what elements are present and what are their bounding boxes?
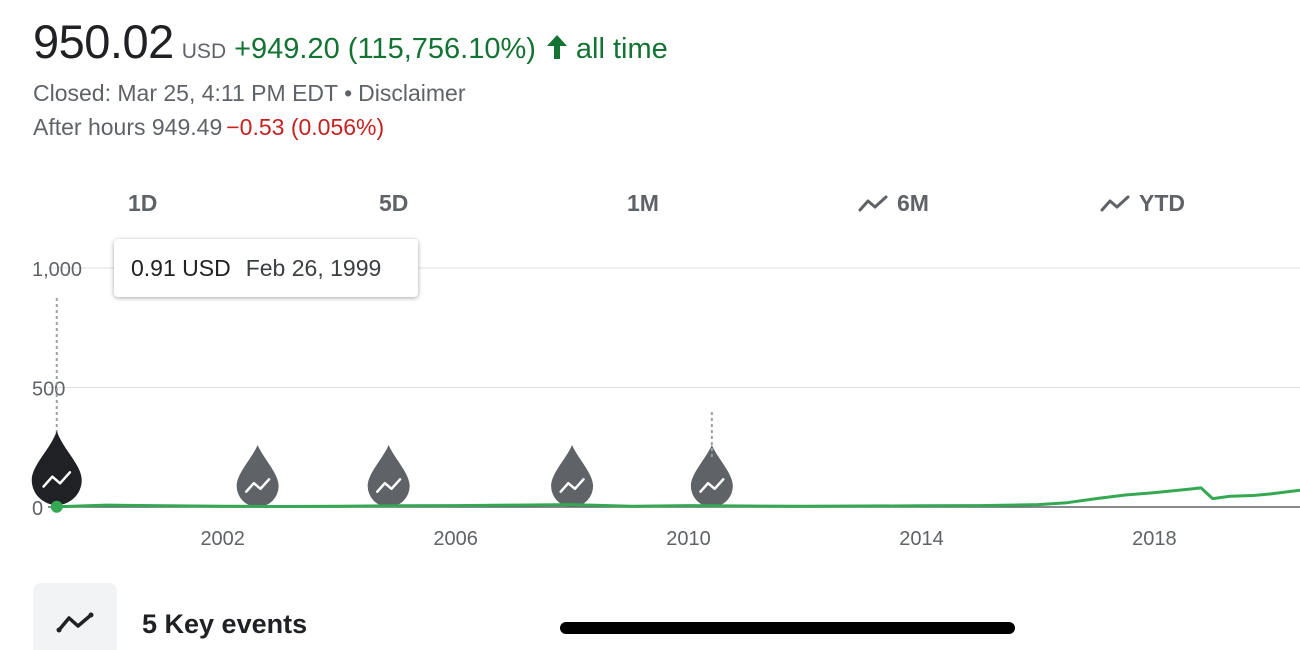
trend-icon xyxy=(376,478,402,493)
market-status: Closed: Mar 25, 4:11 PM EDT • Disclaimer xyxy=(33,80,465,107)
separator-dot: • xyxy=(344,80,353,106)
chart-tooltip: 0.91 USD Feb 26, 1999 xyxy=(114,239,418,297)
range-tab-5d[interactable]: 5D xyxy=(379,190,408,217)
price-change: +949.20 (115,756.10%) xyxy=(234,33,536,65)
trend-icon xyxy=(244,478,271,493)
range-tab-1m[interactable]: 1M xyxy=(627,190,659,217)
after-hours: After hours 949.49 −0.53 (0.056%) xyxy=(33,114,384,141)
y-tick-label: 500 xyxy=(32,379,65,401)
x-tick-label: 2014 xyxy=(899,528,944,550)
range-tab-label: 5D xyxy=(379,190,409,216)
event-marker xyxy=(367,445,410,507)
x-tick-label: 2002 xyxy=(200,528,245,550)
price-header: 950.02 USD +949.20 (115,756.10%) all tim… xyxy=(33,14,668,69)
range-tab-label: YTD xyxy=(1139,190,1185,216)
key-events-label[interactable]: 5 Key events xyxy=(142,609,308,639)
x-tick-label: 2006 xyxy=(433,528,478,550)
trend-icon xyxy=(699,478,725,493)
y-tick-label: 1,000 xyxy=(32,259,82,281)
event-marker xyxy=(31,431,82,505)
x-tick-label: 2018 xyxy=(1132,528,1177,550)
home-indicator[interactable] xyxy=(560,622,1015,634)
current-price: 950.02 xyxy=(33,15,174,68)
range-tab-6m[interactable]: 6M xyxy=(857,190,929,217)
selected-point xyxy=(50,500,63,513)
event-marker xyxy=(551,445,594,507)
range-tab-label: 1M xyxy=(627,190,659,216)
trend-icon xyxy=(559,478,585,493)
price-series-line xyxy=(56,486,1300,509)
period-label: all time xyxy=(575,33,668,65)
trend-icon xyxy=(1100,195,1130,211)
tooltip-date: Feb 26, 1999 xyxy=(245,254,382,281)
range-tab-1d[interactable]: 1D xyxy=(128,190,157,217)
price-chart[interactable]: 0 500 1,000 2002 2006 2010 2014 2018 xyxy=(0,230,1300,560)
y-tick-label: 0 xyxy=(32,498,43,520)
arrow-up-icon xyxy=(546,35,567,59)
range-tab-ytd[interactable]: YTD xyxy=(1099,190,1185,217)
range-tab-label: 6M xyxy=(897,190,929,216)
closed-time: Closed: Mar 25, 4:11 PM EDT xyxy=(33,80,339,106)
currency-label: USD xyxy=(181,40,227,63)
tooltip-value: 0.91 USD xyxy=(131,254,231,281)
trend-icon xyxy=(56,612,94,633)
trend-icon xyxy=(42,471,72,488)
key-events-button[interactable] xyxy=(33,583,117,650)
trend-icon xyxy=(858,195,888,211)
after-hours-change: −0.53 (0.056%) xyxy=(226,114,385,140)
x-tick-label: 2010 xyxy=(666,528,711,550)
range-tab-label: 1D xyxy=(128,190,158,216)
disclaimer-link[interactable]: Disclaimer xyxy=(358,80,466,106)
after-hours-price: After hours 949.49 xyxy=(33,114,223,140)
event-marker xyxy=(236,445,279,507)
